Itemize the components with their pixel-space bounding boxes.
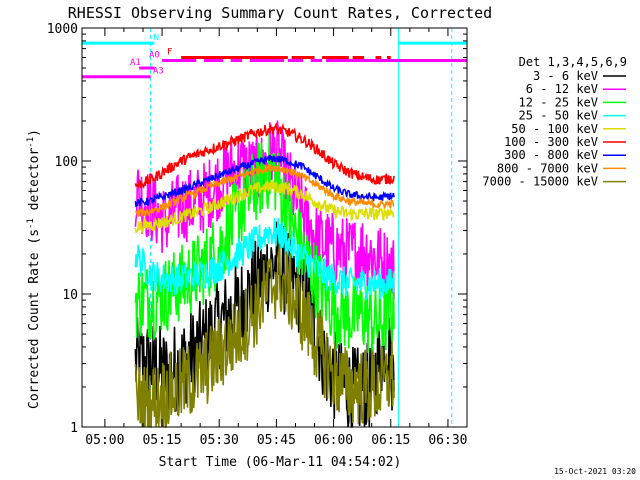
x-tick-label-4: 05:45 — [257, 433, 296, 448]
y-axis-title: Corrected Count Rate (s-1 detector-1) — [26, 129, 42, 409]
legend-label-1: 3 - 6 keV — [533, 69, 598, 83]
legend-title: Det 1,3,4,5,6,9 — [519, 55, 627, 69]
y-axis-title-sup-2: -1 — [26, 137, 36, 148]
y-tick-label-3: 100 — [55, 155, 78, 170]
x-tick-label-3: 05:30 — [200, 433, 239, 448]
state-label-f: F — [167, 48, 172, 58]
legend-label-2: 6 - 12 keV — [526, 82, 598, 96]
y-tick-label-4: 1000 — [47, 22, 78, 37]
state-label-a0: A0 — [149, 50, 160, 60]
y-axis-title-end: ) — [27, 129, 42, 137]
plot-frame — [81, 27, 468, 428]
series-line-8 — [134, 163, 395, 218]
x-tick-label-5: 06:00 — [314, 433, 353, 448]
y-axis-title-main: Corrected Count Rate (s — [27, 229, 42, 409]
series-line-7 — [134, 154, 395, 208]
y-axis-title-sup-1: -1 — [26, 218, 36, 229]
series-line-3 — [134, 132, 395, 353]
y-axis-title-mid: detector — [27, 148, 42, 219]
x-tick-label-6: 06:15 — [371, 433, 410, 448]
legend-label-5: 50 - 100 keV — [511, 122, 598, 136]
series-line-9 — [134, 243, 395, 428]
series-line-6 — [134, 122, 395, 190]
series-line-4 — [134, 217, 395, 301]
chart-title: RHESSI Observing Summary Count Rates, Co… — [68, 4, 492, 22]
state-label-a3: A3 — [153, 67, 164, 77]
legend-label-4: 25 - 50 keV — [519, 109, 598, 123]
y-tick-label-1: 1 — [70, 421, 78, 436]
legend-label-6: 100 - 300 keV — [504, 135, 598, 149]
footer-date: 15-Oct-2021 03:20 — [554, 467, 636, 476]
x-tick-label-7: 06:30 — [428, 433, 467, 448]
legend-label-8: 800 - 7000 keV — [497, 161, 598, 175]
series-line-5 — [134, 180, 395, 236]
y-tick-label-2: 10 — [62, 288, 78, 303]
x-tick-label-2: 05:15 — [142, 433, 181, 448]
x-tick-label-1: 05:00 — [85, 433, 124, 448]
legend-label-3: 12 - 25 keV — [519, 95, 598, 109]
svg-text:Corrected Count Rate (s-1 dete: Corrected Count Rate (s-1 detector-1) — [26, 129, 42, 409]
x-axis-title: Start Time (06-Mar-11 04:54:02) — [159, 455, 402, 470]
state-label-a1: A1 — [130, 58, 141, 68]
legend-label-9: 7000 - 15000 keV — [482, 175, 598, 189]
legend-label-7: 300 - 800 keV — [504, 148, 598, 162]
state-label-n: N — [154, 33, 159, 43]
